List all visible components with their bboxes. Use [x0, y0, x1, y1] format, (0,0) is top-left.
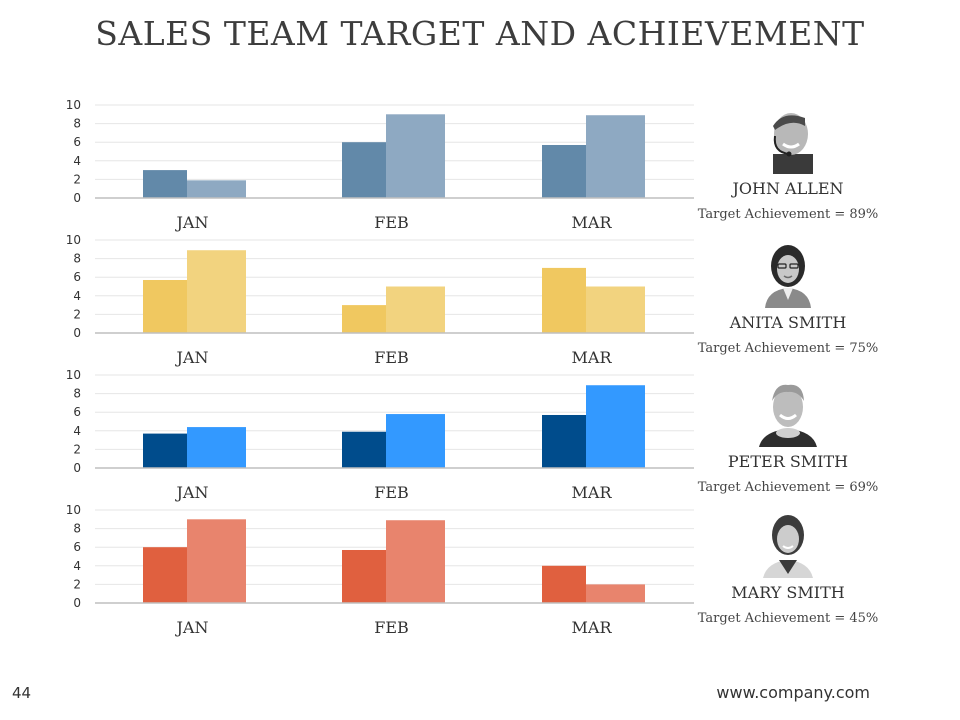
bar-target-mar	[542, 144, 586, 198]
bar-achievement-feb	[386, 520, 445, 603]
y-tick-label: 0	[73, 326, 81, 340]
y-tick-label: 10	[66, 368, 81, 382]
x-category-label: JAN	[175, 483, 209, 502]
bar-target-feb	[342, 431, 386, 468]
y-tick-label: 6	[73, 270, 81, 284]
bar-achievement-mar	[586, 584, 645, 603]
target-achievement: Target Achievement = 69%	[697, 480, 879, 495]
bar-target-jan	[143, 547, 187, 603]
x-category-label: FEB	[374, 618, 409, 637]
x-category-label: JAN	[175, 213, 209, 232]
page-number: 44	[12, 684, 32, 702]
bar-achievement-feb	[386, 286, 445, 333]
bar-target-jan	[143, 433, 187, 468]
person-name: JOHN ALLEN	[732, 179, 844, 198]
y-tick-label: 10	[66, 233, 81, 247]
y-tick-label: 0	[73, 596, 81, 610]
person-card-anita-smith: ANITA SMITH Target Achievement = 75%	[690, 238, 886, 356]
bar-target-jan	[143, 279, 187, 333]
y-tick-label: 6	[73, 135, 81, 149]
y-tick-label: 8	[73, 252, 81, 266]
person-card-mary-smith: MARY SMITH Target Achievement = 45%	[690, 508, 886, 626]
target-achievement: Target Achievement = 89%	[697, 207, 879, 222]
bar-target-feb	[342, 142, 386, 198]
bar-achievement-jan	[187, 180, 246, 198]
bar-target-mar	[542, 565, 586, 603]
x-category-label: MAR	[572, 213, 613, 232]
y-tick-label: 6	[73, 405, 81, 419]
bar-achievement-feb	[386, 114, 445, 198]
target-achievement: Target Achievement = 75%	[697, 341, 879, 356]
headset-man-photo-icon	[753, 104, 823, 174]
bar-achievement-jan	[187, 519, 246, 603]
x-category-label: JAN	[175, 348, 209, 367]
y-tick-label: 8	[73, 387, 81, 401]
bar-achievement-mar	[586, 286, 645, 333]
bar-achievement-jan	[187, 250, 246, 333]
y-tick-label: 8	[73, 117, 81, 131]
bar-achievement-mar	[586, 385, 645, 468]
y-tick-label: 8	[73, 522, 81, 536]
y-tick-label: 0	[73, 461, 81, 475]
bar-target-mar	[542, 414, 586, 468]
person-name: PETER SMITH	[727, 452, 849, 471]
y-tick-label: 4	[73, 289, 81, 303]
woman-photo-icon	[753, 508, 823, 578]
y-tick-label: 10	[66, 98, 81, 112]
x-category-label: FEB	[374, 483, 409, 502]
woman-with-glasses-photo-icon	[753, 238, 823, 308]
bar-target-mar	[542, 267, 586, 333]
y-tick-label: 0	[73, 191, 81, 205]
bar-achievement-feb	[386, 414, 445, 468]
bar-target-feb	[342, 305, 386, 333]
y-tick-label: 4	[73, 424, 81, 438]
y-tick-label: 2	[73, 577, 81, 591]
bar-target-jan	[143, 170, 187, 198]
person-name: ANITA SMITH	[729, 313, 847, 332]
target-achievement: Target Achievement = 45%	[697, 611, 879, 626]
x-category-label: FEB	[374, 213, 409, 232]
y-tick-label: 4	[73, 559, 81, 573]
y-tick-label: 10	[66, 503, 81, 517]
y-tick-label: 2	[73, 442, 81, 456]
bar-achievement-mar	[586, 115, 645, 198]
x-category-label: JAN	[175, 618, 209, 637]
x-category-label: MAR	[572, 348, 613, 367]
y-tick-label: 6	[73, 540, 81, 554]
bar-target-feb	[342, 549, 386, 603]
bar-achievement-jan	[187, 427, 246, 468]
person-card-john-allen: JOHN ALLEN Target Achievement = 89%	[690, 104, 886, 222]
x-category-label: FEB	[374, 348, 409, 367]
x-category-label: MAR	[572, 483, 613, 502]
bar-charts: 0 2 4 6 8 10 JAN FEB MAR 0 2 4 6 8 10 JAN FEB MAR 0 2 4 6 8 10 J…	[66, 98, 694, 637]
x-category-label: MAR	[572, 618, 613, 637]
person-card-peter-smith: PETER SMITH Target Achievement = 69%	[690, 377, 886, 495]
y-tick-label: 2	[73, 172, 81, 186]
person-name: MARY SMITH	[731, 583, 845, 602]
y-tick-label: 2	[73, 307, 81, 321]
page-title: SALES TEAM TARGET AND ACHIEVEMENT	[95, 14, 865, 53]
y-tick-label: 4	[73, 154, 81, 168]
smiling-man-photo-icon	[753, 377, 823, 447]
website-url[interactable]: www.company.com	[716, 683, 870, 702]
